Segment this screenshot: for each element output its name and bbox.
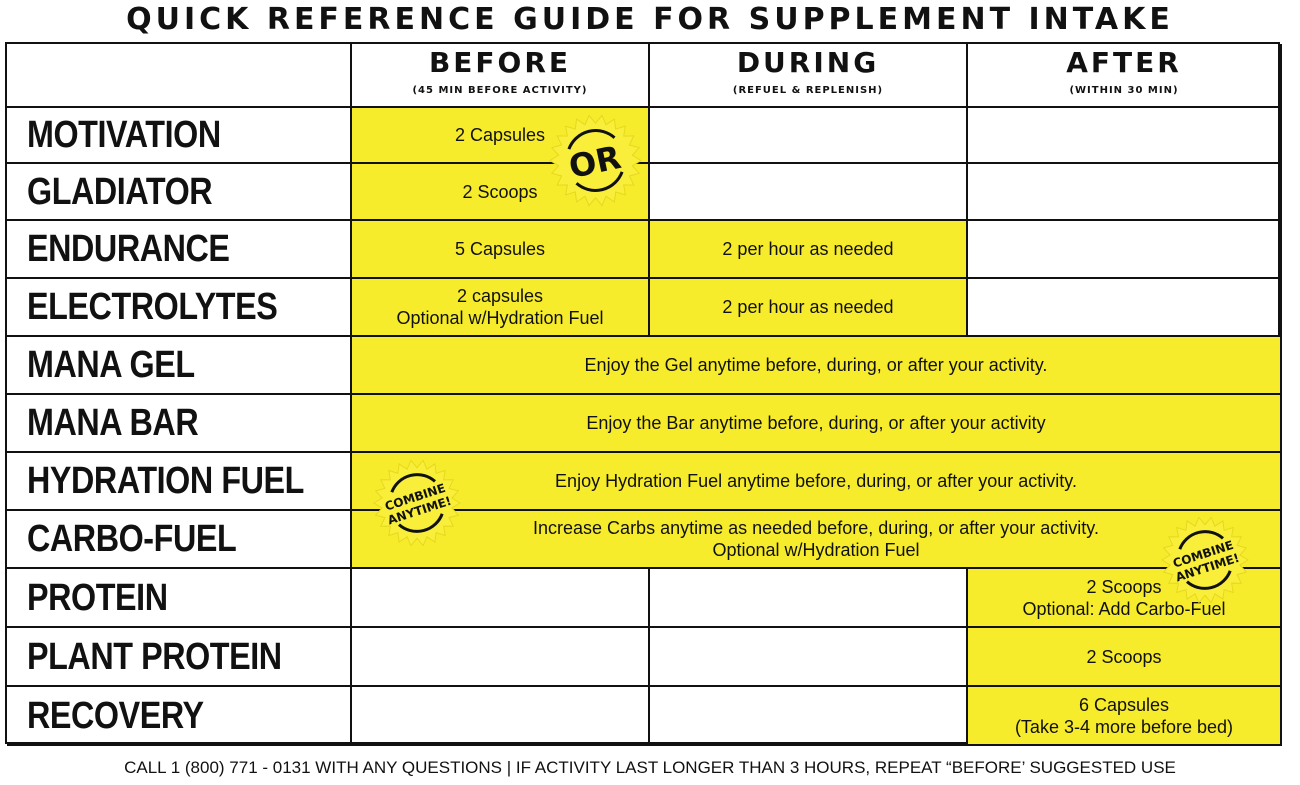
dosage-cell: 2 per hour as needed (650, 221, 968, 279)
row-label: MANA BAR (7, 395, 352, 453)
supplement-table: BEFORE (45 MIN BEFORE ACTIVITY) DURING (REF… (5, 42, 1282, 746)
product-name: HYDRATION FUEL (27, 460, 304, 502)
arrow-icon (575, 171, 624, 192)
starburst-icon: COMBINE ANYTIME! (373, 459, 461, 547)
dosage-cell (650, 687, 968, 746)
column-title: AFTER (1066, 46, 1182, 79)
arrow-icon (567, 129, 616, 150)
dosage-cell (968, 108, 1282, 164)
dosage-cell (650, 569, 968, 628)
dosage-cell: 2 capsules Optional w/Hydration Fuel (352, 279, 650, 337)
column-header-before: BEFORE (45 MIN BEFORE ACTIVITY) (352, 44, 650, 108)
page-title: QUICK REFERENCE GUIDE FOR SUPPLEMENT INT… (126, 2, 1174, 37)
or-badge: OR (548, 113, 643, 208)
dosage-cell (352, 687, 650, 746)
starburst-icon: OR (549, 114, 642, 207)
dosage-cell: 6 Capsules (Take 3-4 more before bed) (968, 687, 1282, 746)
dosage-cell: Increase Carbs anytime as needed before,… (352, 511, 1282, 569)
row-label: MANA GEL (7, 337, 352, 395)
dosage-cell (352, 569, 650, 628)
row-label: ELECTROLYTES (7, 279, 352, 337)
product-name: ENDURANCE (27, 228, 230, 270)
row-label: CARBO-FUEL (7, 511, 352, 569)
dosage-cell: 2 Scoops (968, 628, 1282, 687)
row-label: HYDRATION FUEL (7, 453, 352, 511)
dosage-cell (968, 221, 1282, 279)
column-subtitle: (45 MIN BEFORE ACTIVITY) (412, 85, 588, 96)
dosage-cell (650, 628, 968, 687)
dosage-cell (968, 164, 1282, 221)
dosage-cell (650, 164, 968, 221)
starburst-icon: COMBINE ANYTIME! (1161, 516, 1249, 604)
column-subtitle: (WITHIN 30 MIN) (1069, 85, 1179, 96)
dosage-cell (968, 279, 1282, 337)
column-header-after: AFTER (WITHIN 30 MIN) (968, 44, 1282, 108)
column-title: DURING (736, 46, 880, 79)
arrow-icon (390, 473, 436, 493)
dosage-cell (352, 628, 650, 687)
product-name: ELECTROLYTES (27, 286, 278, 328)
combine-anytime-badge: COMBINE ANYTIME! (372, 458, 462, 548)
column-header-during: DURING (REFUEL & REPLENISH) (650, 44, 968, 108)
row-label: RECOVERY (7, 687, 352, 746)
product-name: MANA BAR (27, 402, 199, 444)
dosage-cell: Enjoy Hydration Fuel anytime before, dur… (352, 453, 1282, 511)
row-label: MOTIVATION (7, 108, 352, 164)
combine-anytime-badge: COMBINE ANYTIME! (1160, 515, 1250, 605)
row-label: PROTEIN (7, 569, 352, 628)
product-name: MANA GEL (27, 344, 195, 386)
column-subtitle: (REFUEL & REPLENISH) (732, 85, 884, 96)
row-label: ENDURANCE (7, 221, 352, 279)
dosage-cell: 2 per hour as needed (650, 279, 968, 337)
product-name: RECOVERY (27, 694, 204, 737)
dosage-cell: Enjoy the Gel anytime before, during, or… (352, 337, 1282, 395)
header-corner (7, 44, 352, 108)
arrow-icon (1186, 570, 1232, 590)
product-name: MOTIVATION (27, 114, 221, 156)
product-name: PLANT PROTEIN (27, 635, 282, 678)
product-name: GLADIATOR (27, 170, 213, 213)
product-name: PROTEIN (27, 576, 168, 619)
footer-note: CALL 1 (800) 771 - 0131 WITH ANY QUESTIO… (124, 758, 1176, 777)
arrow-icon (398, 513, 444, 533)
arrow-icon (1178, 530, 1224, 550)
column-title: BEFORE (428, 46, 572, 79)
row-label: PLANT PROTEIN (7, 628, 352, 687)
row-label: GLADIATOR (7, 164, 352, 221)
dosage-cell: Enjoy the Bar anytime before, during, or… (352, 395, 1282, 453)
product-name: CARBO-FUEL (27, 518, 237, 560)
dosage-cell: 5 Capsules (352, 221, 650, 279)
dosage-cell (650, 108, 968, 164)
